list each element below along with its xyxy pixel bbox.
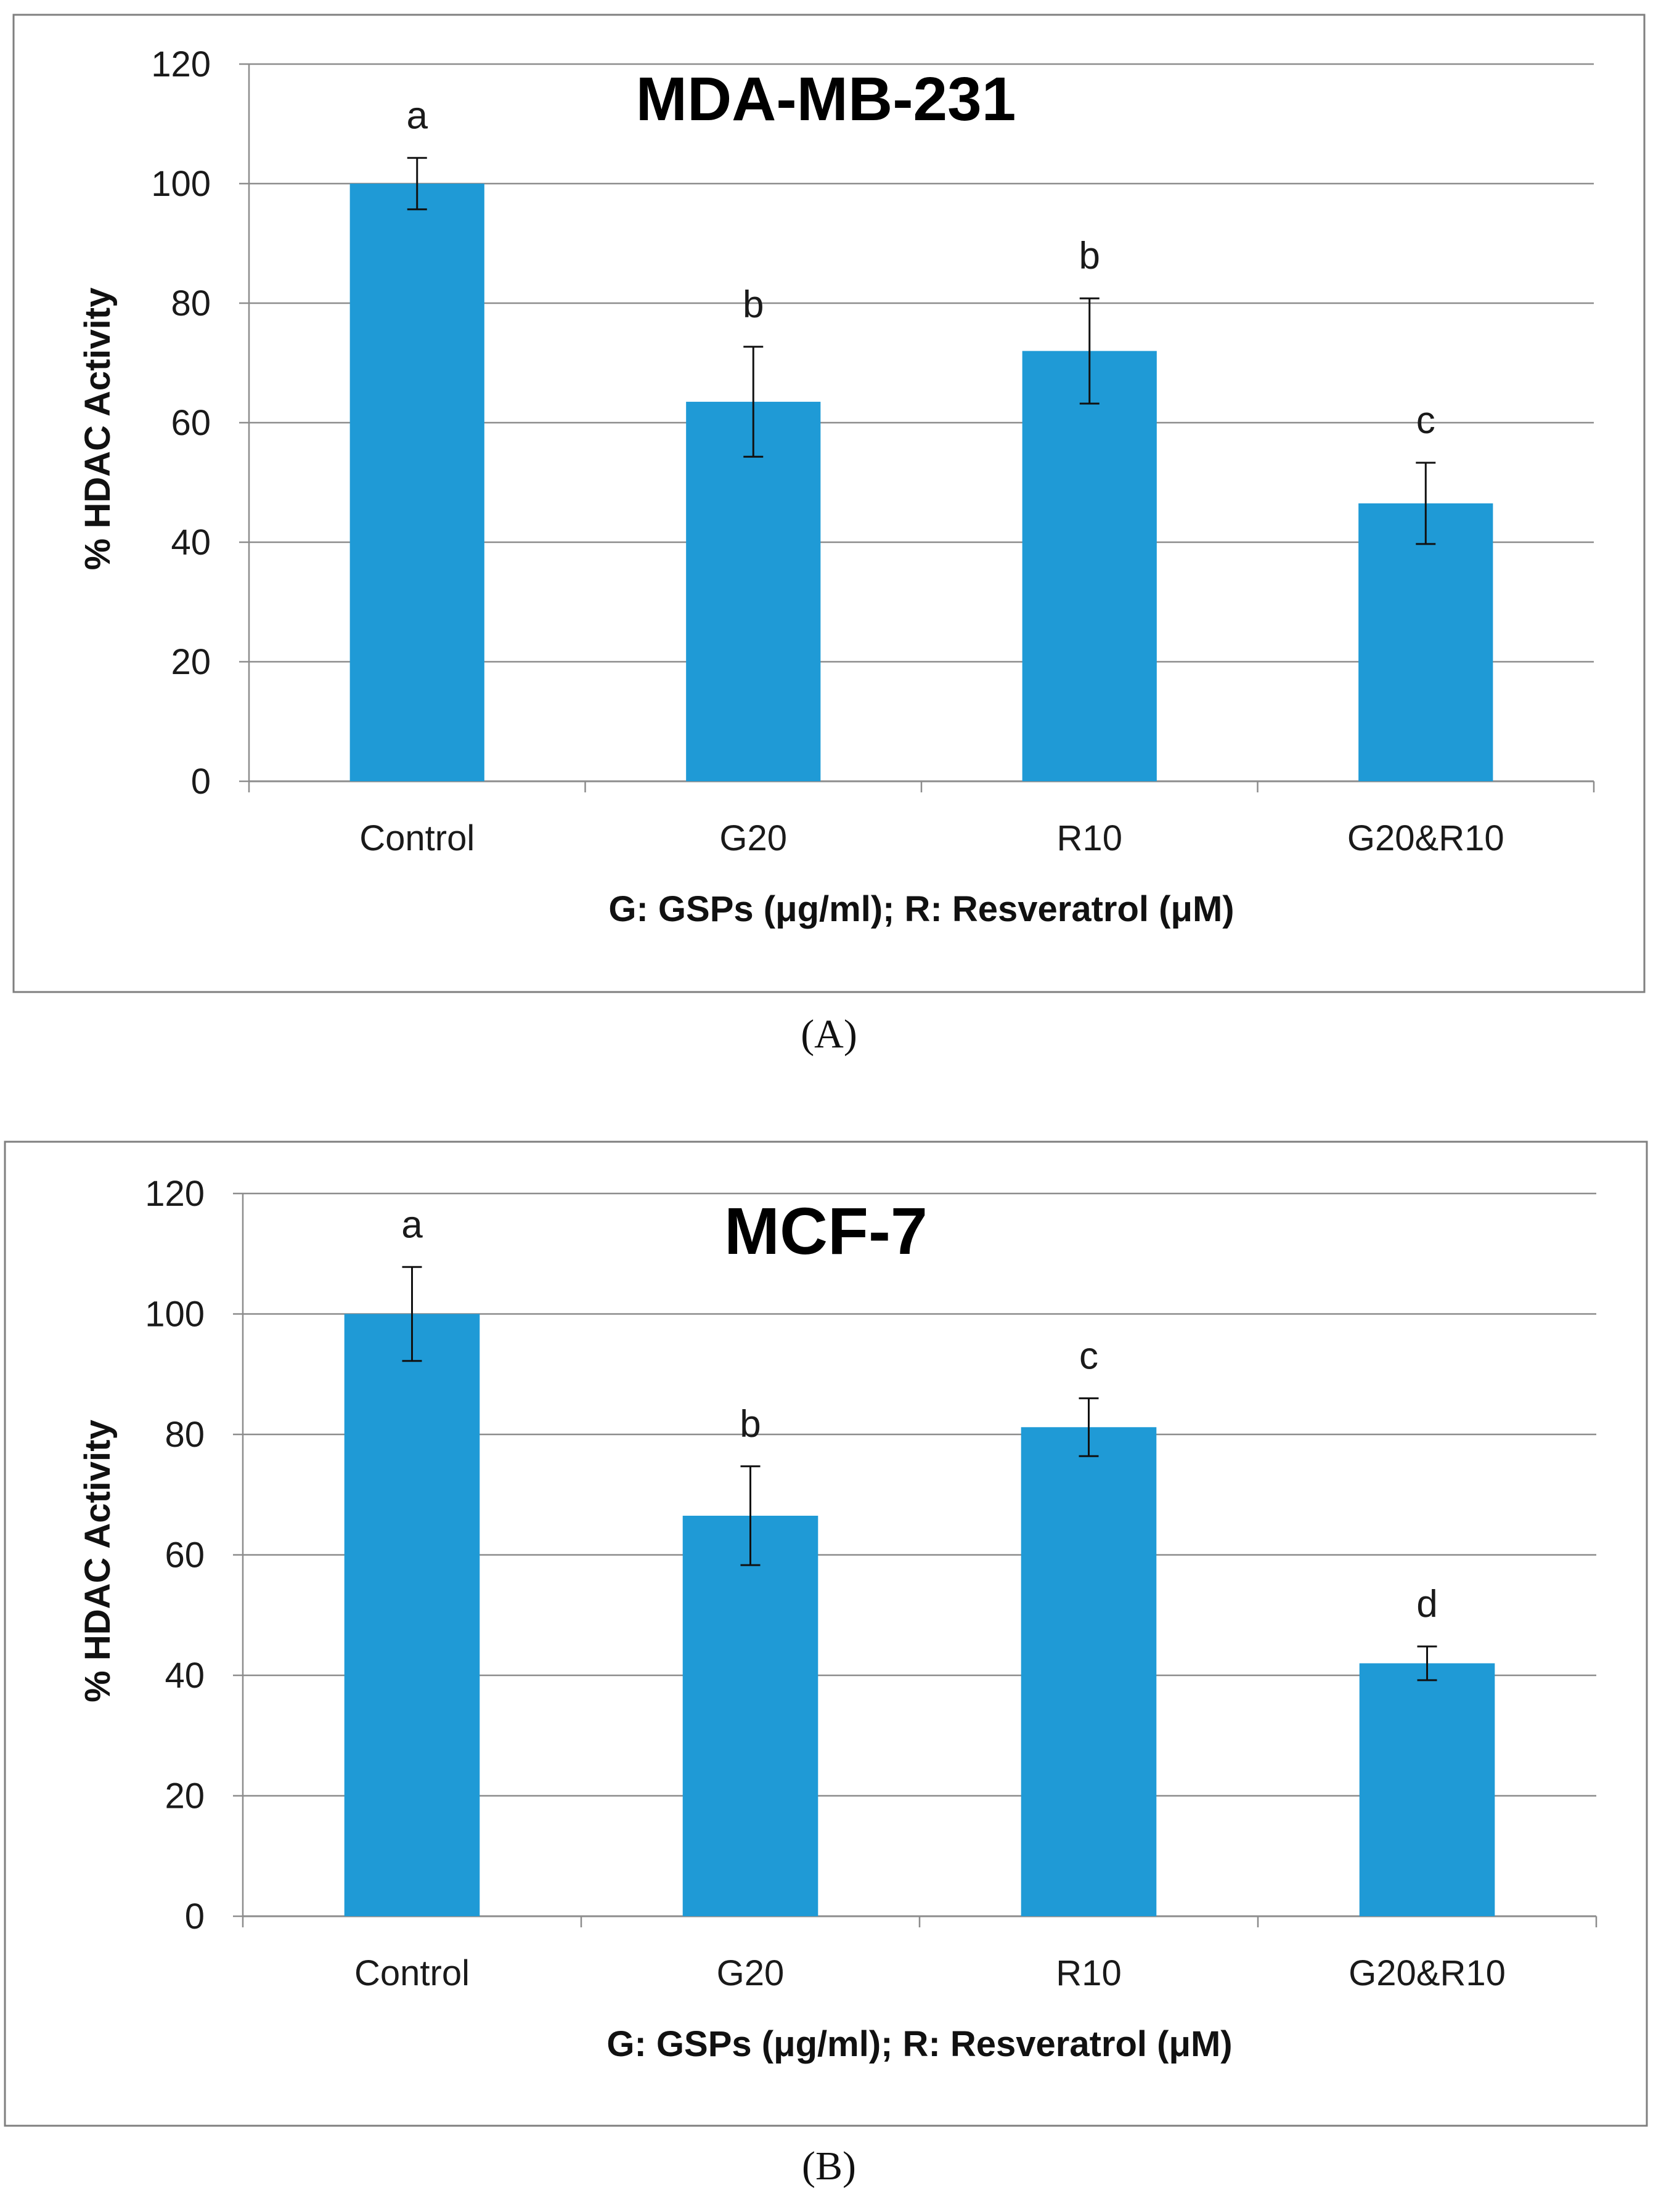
y-tick-label: 120 bbox=[151, 44, 211, 84]
significance-letter: d bbox=[1416, 1583, 1437, 1625]
bar-control bbox=[344, 1314, 480, 1916]
y-tick-label: 20 bbox=[165, 1776, 205, 1816]
x-axis-label: G: GSPs (μg/ml); R: Resveratrol (μM) bbox=[608, 889, 1234, 929]
chart-frame bbox=[4, 1141, 1648, 2127]
bar-g20 bbox=[686, 402, 821, 781]
chart-frame bbox=[12, 14, 1646, 993]
bar-g20-r10 bbox=[1358, 503, 1493, 781]
bar-g20 bbox=[682, 1515, 818, 1916]
significance-letter: a bbox=[407, 94, 428, 137]
significance-letter: b bbox=[740, 1403, 761, 1446]
y-axis-label: % HDAC Activity bbox=[78, 288, 118, 571]
y-tick-label: 40 bbox=[171, 523, 211, 563]
y-tick-label: 80 bbox=[171, 283, 211, 323]
panel-caption: (A) bbox=[801, 1012, 857, 1057]
y-tick-label: 60 bbox=[171, 403, 211, 443]
x-axis-label: G: GSPs (μg/ml); R: Resveratrol (μM) bbox=[606, 2024, 1232, 2064]
y-tick-label: 60 bbox=[165, 1535, 205, 1576]
bar-r10 bbox=[1021, 1427, 1157, 1916]
significance-letter: a bbox=[401, 1203, 423, 1246]
x-category-label: G20 bbox=[717, 1953, 785, 1993]
x-category-label: Control bbox=[354, 1953, 470, 1993]
x-category-label: Control bbox=[359, 818, 475, 858]
significance-letter: b bbox=[1079, 235, 1100, 277]
panel-caption: (B) bbox=[802, 2144, 856, 2189]
x-category-label: R10 bbox=[1057, 818, 1122, 858]
x-category-label: R10 bbox=[1056, 1953, 1121, 1993]
chart-mda-mb-231: 0 20 40 60 80 100 120 a Control b G20 b R10 c G20&R10 M… bbox=[12, 14, 1646, 1057]
y-tick-label: 0 bbox=[191, 762, 211, 802]
y-tick-label: 40 bbox=[165, 1656, 205, 1696]
x-category-label: G20 bbox=[719, 818, 787, 858]
bar-control bbox=[349, 184, 484, 781]
significance-letter: c bbox=[1079, 1335, 1098, 1377]
chart-mcf-7: 0 20 40 60 80 100 120 a Control b G20 c R10 d G20&R10 M… bbox=[4, 1141, 1648, 2189]
significance-letter: c bbox=[1416, 399, 1435, 442]
y-axis-label: % HDAC Activity bbox=[78, 1420, 118, 1702]
x-category-label: G20&R10 bbox=[1349, 1953, 1506, 1993]
x-category-label: G20&R10 bbox=[1347, 818, 1504, 858]
y-tick-label: 120 bbox=[145, 1174, 205, 1214]
bar-g20-r10 bbox=[1359, 1663, 1495, 1916]
bar-r10 bbox=[1022, 351, 1157, 781]
chart-title: MCF-7 bbox=[724, 1193, 928, 1268]
chart-title: MDA-MB-231 bbox=[636, 65, 1016, 134]
significance-letter: b bbox=[743, 283, 764, 326]
y-tick-label: 20 bbox=[171, 642, 211, 682]
y-tick-label: 80 bbox=[165, 1415, 205, 1455]
y-tick-label: 0 bbox=[185, 1897, 205, 1937]
y-tick-label: 100 bbox=[151, 164, 211, 204]
y-tick-label: 100 bbox=[145, 1295, 205, 1335]
